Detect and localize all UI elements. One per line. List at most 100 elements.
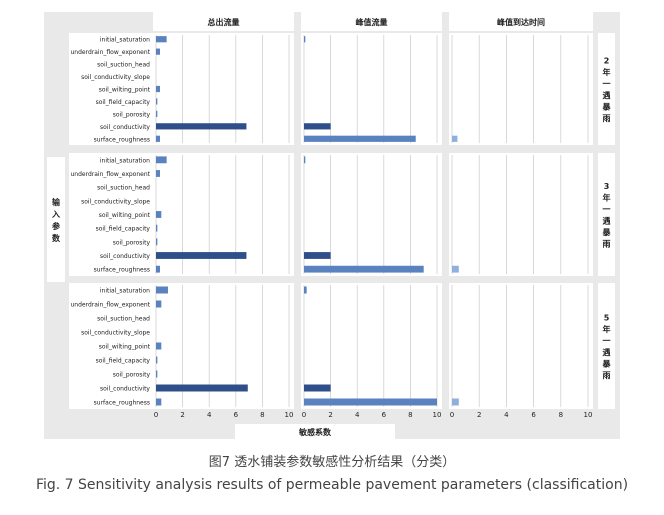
row-title-char: 2 xyxy=(604,56,610,65)
row-title-char: 遇 xyxy=(603,90,611,100)
bar-soil_conductivity xyxy=(304,123,331,130)
column-header-box xyxy=(301,12,442,31)
bar-soil_wilting_point xyxy=(156,85,160,93)
column-header-box xyxy=(153,12,294,31)
row-title-char: 雨 xyxy=(603,371,611,380)
bar-underdrain_flow_exponent xyxy=(156,170,160,177)
x-tick-label: 8 xyxy=(260,411,264,419)
row-title-char: 暴 xyxy=(602,227,612,237)
bar-soil_field_capacity xyxy=(156,98,158,105)
bar-soil_porosity xyxy=(156,110,158,117)
category-label: underdrain_flow_exponent xyxy=(70,171,150,178)
category-label: soil_conductivity xyxy=(100,253,150,260)
row-title-char: 雨 xyxy=(603,239,611,248)
bar-underdrain_flow_exponent xyxy=(156,48,160,55)
category-label: initial_saturation xyxy=(100,37,150,44)
bar-soil_wilting_point xyxy=(156,211,162,218)
plot-panel xyxy=(449,283,593,409)
x-tick-label: 0 xyxy=(302,411,306,419)
bar-soil_conductivity xyxy=(304,252,331,259)
row-title-char: 年 xyxy=(603,192,611,202)
category-label: underdrain_flow_exponent xyxy=(70,49,150,56)
bar-soil_conductivity xyxy=(156,384,248,392)
x-tick-label: 2 xyxy=(180,411,184,419)
x-tick-label: 2 xyxy=(328,411,332,419)
row-title-char: 一 xyxy=(603,79,611,88)
bar-soil_porosity xyxy=(156,370,158,378)
bar-initial_saturation xyxy=(304,36,306,43)
bar-surface_roughness xyxy=(452,398,459,406)
x-tick-label: 0 xyxy=(450,411,454,419)
category-label: soil_conductivity xyxy=(100,386,150,393)
row-title-char: 一 xyxy=(603,205,611,214)
row-title-char: 年 xyxy=(603,324,611,334)
row-header-box xyxy=(598,33,615,145)
category-label: soil_wilting_point xyxy=(99,87,151,94)
category-label: surface_roughness xyxy=(94,400,150,407)
x-tick-label: 4 xyxy=(355,411,360,419)
category-label: soil_conductivity_slope xyxy=(81,330,150,337)
bar-soil_wilting_point xyxy=(156,342,162,350)
bar-underdrain_flow_exponent xyxy=(156,300,162,308)
sensitivity-chart: 总出流量 峰值流量 峰值到达时间2年一遇暴雨3年一遇暴雨5年一遇暴雨输入参数敏感系数… xyxy=(44,12,620,439)
x-axis-title: 敏感系数 xyxy=(298,427,332,437)
category-label: soil_field_capacity xyxy=(96,99,151,106)
bar-initial_saturation xyxy=(304,286,307,294)
category-label: surface_roughness xyxy=(94,136,150,143)
bar-surface_roughness xyxy=(452,265,459,273)
bar-surface_roughness xyxy=(304,398,437,406)
x-tick-label: 2 xyxy=(477,411,481,419)
bar-soil_conductivity xyxy=(156,252,247,259)
x-tick-label: 6 xyxy=(531,411,536,419)
y-axis-title-char: 参 xyxy=(51,221,61,231)
y-axis-title-char: 数 xyxy=(52,233,61,243)
column-title: 总出流量 xyxy=(208,17,240,27)
category-label: initial_saturation xyxy=(100,288,150,295)
column-title: 峰值到达时间 xyxy=(497,17,545,27)
y-axis-title-char: 入 xyxy=(51,210,60,219)
row-header-box xyxy=(598,283,615,409)
x-tick-label: 10 xyxy=(584,411,593,419)
bar-surface_roughness xyxy=(156,265,160,273)
x-tick-label: 10 xyxy=(433,411,442,419)
row-header-box xyxy=(598,153,615,276)
bar-soil_conductivity xyxy=(156,123,247,130)
row-title-char: 遇 xyxy=(603,215,611,225)
x-tick-label: 10 xyxy=(285,411,294,419)
row-title-char: 雨 xyxy=(603,114,611,123)
bar-soil_porosity xyxy=(156,238,158,246)
bar-soil_field_capacity xyxy=(156,356,158,364)
row-title-char: 暴 xyxy=(602,358,612,368)
category-label: soil_wilting_point xyxy=(99,344,151,351)
bar-initial_saturation xyxy=(156,286,168,294)
bar-surface_roughness xyxy=(304,265,424,273)
x-tick-label: 4 xyxy=(207,411,212,419)
category-label: soil_porosity xyxy=(113,239,151,246)
column-header-box xyxy=(449,12,593,31)
bar-initial_saturation xyxy=(156,36,167,43)
category-label: soil_conductivity_slope xyxy=(81,198,150,205)
category-label: soil_porosity xyxy=(113,111,151,118)
row-title-char: 3 xyxy=(604,182,610,191)
plot-panel xyxy=(449,153,593,276)
category-label: surface_roughness xyxy=(94,267,150,274)
category-label: soil_wilting_point xyxy=(99,212,151,219)
row-title-char: 暴 xyxy=(602,101,612,111)
caption-cn: 图7 透水铺装参数敏感性分析结果（分类） xyxy=(208,455,456,470)
category-label: soil_suction_head xyxy=(97,62,150,69)
y-axis-title-char: 输 xyxy=(52,197,61,207)
category-label: underdrain_flow_exponent xyxy=(70,302,150,309)
x-tick-label: 0 xyxy=(154,411,158,419)
category-label: soil_suction_head xyxy=(97,185,150,192)
bar-surface_roughness xyxy=(156,398,162,406)
bar-soil_field_capacity xyxy=(156,224,158,232)
bar-initial_saturation xyxy=(156,156,167,164)
bar-soil_conductivity xyxy=(304,384,331,392)
x-tick-label: 8 xyxy=(559,411,563,419)
row-title-char: 一 xyxy=(603,336,611,345)
category-label: initial_saturation xyxy=(100,157,150,164)
category-label: soil_porosity xyxy=(113,372,151,379)
caption-en: Fig. 7 Sensitivity analysis results of p… xyxy=(35,477,629,493)
figure-area: 总出流量 峰值流量 峰值到达时间 2 年一遇暴雨 3 年一遇暴雨 5 年一遇暴雨输入参数敏感系数… xyxy=(44,12,620,439)
bottom-title-box xyxy=(235,424,395,439)
